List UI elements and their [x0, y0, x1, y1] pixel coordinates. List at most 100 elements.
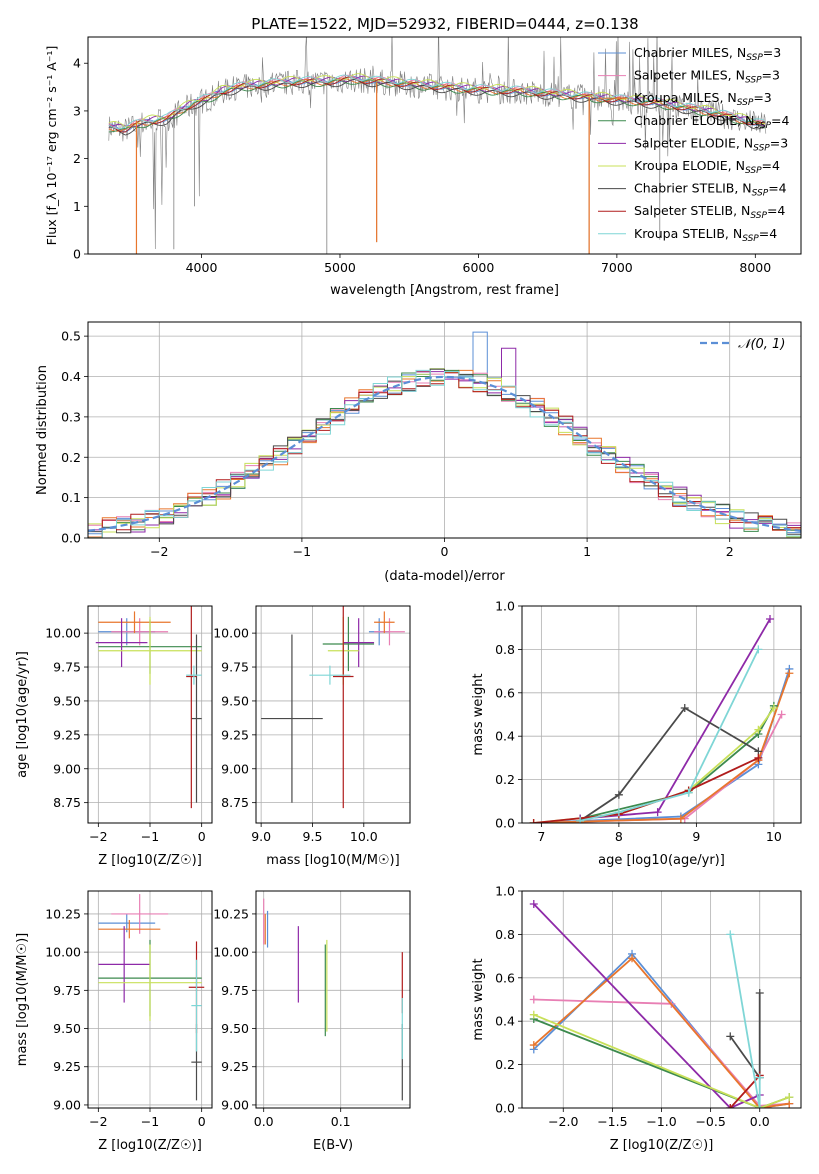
residuals-panel: −2 −1 0 1 2 0.0 0.1 0.2 0.3 0.4 0.5 𝒩(0, 1) (data-mo… [35, 321, 802, 584]
histogram-step-line [88, 369, 801, 538]
y-tick-label: 0.8 [495, 927, 515, 942]
series-marker [529, 1010, 538, 1019]
legend-label: Chabrier ELODIE, NSSP=4 [634, 113, 789, 131]
x-tick-label: 0.1 [331, 1114, 351, 1129]
legend-label: Kroupa STELIB, NSSP=4 [634, 226, 777, 244]
series-marker [755, 988, 764, 997]
y-tick-label: 10.00 [213, 945, 249, 960]
x-tick-label: 9 [692, 829, 700, 844]
residuals-plot-area [88, 331, 801, 538]
series-marker [576, 816, 585, 823]
y-tick-label: 0.0 [61, 531, 81, 546]
x-tick-label: −2 [150, 544, 168, 559]
y-tick-label: 9.50 [221, 693, 249, 708]
spectrum-model-line [108, 77, 766, 132]
series-marker [628, 954, 637, 963]
legend-label: Kroupa ELODIE, NSSP=4 [634, 158, 780, 176]
series-marker [529, 995, 538, 1004]
x-tick-label: 5000 [324, 260, 356, 275]
mass_weight_vs_age-frame [521, 605, 802, 824]
y-tick-label: 0.2 [61, 450, 81, 465]
x-axis-label: wavelength [Angstrom, rest frame] [330, 283, 559, 298]
series-marker [529, 900, 538, 909]
y-tick-label: 10.00 [213, 626, 249, 641]
y-tick-label: 10.00 [45, 626, 81, 641]
y-tick-label: 8.75 [53, 795, 81, 810]
y-axis-label: Normed distribution [35, 365, 50, 495]
x-tick-label: 0.0 [750, 1114, 770, 1129]
y-tick-label: 9.75 [221, 983, 249, 998]
mass_vs_EBV-panel: 0.0 0.1 9.00 9.25 9.50 9.75 10.00 10.25 E(B-V) [213, 890, 411, 1153]
x-axis-label: Z [log10(Z/Z☉)] [98, 853, 202, 868]
y-tick-label: 1 [73, 199, 81, 214]
x-tick-label: 0 [198, 1114, 206, 1129]
spectrum-model-line [108, 79, 766, 136]
spectrum-model-line [108, 79, 766, 133]
spectrum-model-line [108, 74, 766, 130]
series-line [579, 706, 759, 822]
series-marker [755, 1073, 764, 1082]
mass_weight_vs_Z-plot-area [529, 900, 794, 1108]
x-tick-label: 0 [441, 544, 449, 559]
spectrum-frame [87, 36, 802, 255]
series-line [533, 957, 790, 1108]
y-axis-label: age [log10(age/yr)] [15, 651, 30, 778]
x-tick-label: −2 [89, 1114, 107, 1129]
legend-label: Chabrier STELIB, NSSP=4 [634, 181, 787, 199]
y-tick-label: 9.75 [53, 660, 81, 675]
x-tick-label: 8 [615, 829, 623, 844]
y-tick-label: 9.75 [221, 660, 249, 675]
x-tick-label: 1 [583, 544, 591, 559]
series-marker [529, 1041, 538, 1050]
spectrum-model-line [108, 73, 766, 128]
y-tick-label: 0.6 [495, 685, 515, 700]
x-tick-label: 10.0 [350, 829, 378, 844]
y-tick-label: 9.25 [53, 1059, 81, 1074]
series-marker [754, 725, 763, 734]
x-tick-label: 8000 [739, 260, 771, 275]
x-tick-label: 0.0 [254, 1114, 274, 1129]
y-tick-label: 9.25 [221, 1059, 249, 1074]
series-marker [653, 808, 662, 817]
series-marker [726, 1104, 735, 1108]
y-axis-label: mass weight [471, 673, 486, 755]
mass_vs_EBV-plot-area [263, 898, 403, 1101]
y-tick-label: 0.1 [61, 490, 81, 505]
y-tick-label: 3 [73, 103, 81, 118]
y-tick-label: 9.00 [221, 1097, 249, 1112]
legend-label: Salpeter STELIB, NSSP=4 [634, 203, 785, 221]
normal-curve [88, 375, 801, 532]
y-tick-label: 9.25 [221, 727, 249, 742]
x-tick-label: −1 [293, 544, 311, 559]
y-tick-label: 0.4 [61, 369, 81, 384]
age_vs_Z-plot-area [95, 606, 202, 809]
series-line [729, 934, 761, 1108]
y-tick-label: 0.4 [495, 1014, 515, 1029]
y-tick-label: 9.00 [53, 761, 81, 776]
x-tick-label: −1.0 [646, 1114, 676, 1129]
series-line [533, 714, 783, 823]
series-marker [754, 753, 763, 762]
spectrum-panel: 4000 5000 6000 7000 8000 0 1 2 3 4 Chabrier MILES,… [44, 36, 802, 298]
age_vs_mass-frame [255, 605, 411, 824]
y-axis-label: mass weight [471, 958, 486, 1040]
y-tick-label: 0 [73, 247, 81, 262]
y-tick-label: 9.25 [53, 727, 81, 742]
y-tick-label: 10.25 [45, 906, 81, 921]
series-marker [766, 615, 774, 624]
y-tick-label: 10.25 [213, 906, 249, 921]
series-marker [785, 1093, 794, 1102]
y-tick-label: 0.2 [495, 772, 515, 787]
y-tick-label: 4 [73, 56, 81, 71]
x-tick-label: −0.5 [695, 1114, 725, 1129]
x-tick-label: 7 [537, 829, 545, 844]
series-marker [614, 808, 623, 817]
mass_weight_vs_age-panel: 7 8 9 10 0.0 0.2 0.4 0.6 0.8 1.0 age [log10(age/yr… [471, 599, 802, 868]
series-line [579, 649, 760, 822]
x-tick-label: 4000 [186, 260, 218, 275]
y-tick-label: 2 [73, 151, 81, 166]
x-tick-label: −2.0 [548, 1114, 578, 1129]
series-marker [684, 788, 693, 797]
x-tick-label: 0 [198, 829, 206, 844]
x-tick-label: 7000 [601, 260, 633, 275]
